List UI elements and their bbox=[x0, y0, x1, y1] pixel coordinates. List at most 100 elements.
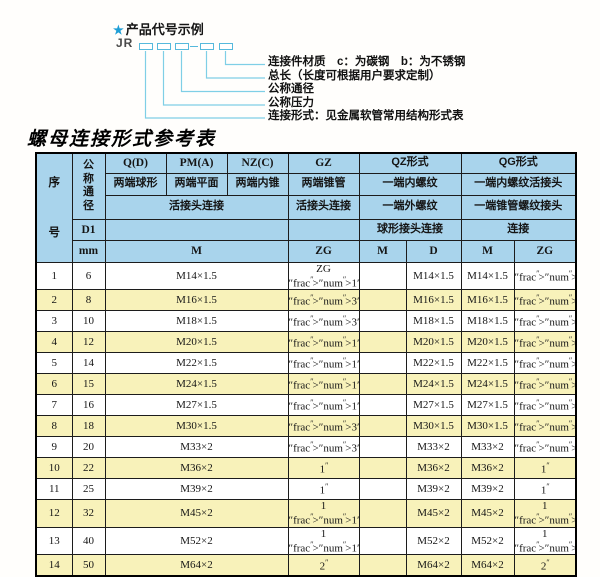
table-row: 11 25 M39×2 1″ M39×2 M39×2 1″ bbox=[35, 478, 577, 501]
header-row-1: 序号 公称通径 Q(D) PM(A) NZ(C) GZ QZ形式 QG形式 bbox=[35, 152, 577, 263]
cell-qz-m bbox=[358, 352, 407, 375]
star-icon: ★ bbox=[113, 23, 124, 37]
cell-seq: 9 bbox=[35, 436, 73, 459]
cell-qg-zg: 1″ bbox=[513, 478, 577, 501]
cell-dn-mm: 10 bbox=[71, 310, 106, 333]
cell-seq: 11 bbox=[35, 478, 73, 501]
cell-gz-zg: ″frac″>″num″>3″den″>8″ bbox=[287, 310, 360, 333]
table-row: 412M20×1.5″frac″>″num″>1″den″>2″M20×1.5M… bbox=[35, 331, 577, 354]
cell-m: M16×1.5 bbox=[104, 289, 289, 312]
cell-qz-m bbox=[358, 373, 407, 396]
table-row: 14 50 M64×2 2″ M64×2 M64×2 2″ bbox=[35, 554, 577, 577]
cell-qz-d: M18×1.5 bbox=[405, 310, 462, 333]
cell-qz-m bbox=[358, 415, 407, 438]
cell-qz-m bbox=[358, 478, 407, 501]
cell-qz-d: M52×2 bbox=[405, 526, 462, 556]
cell-seq: 10 bbox=[35, 457, 73, 480]
cell-qg-m: M45×2 bbox=[460, 499, 515, 528]
cell-qz-d: M36×2 bbox=[405, 457, 462, 480]
cell-m: M33×2 bbox=[104, 436, 289, 459]
header-seq: 序号 bbox=[35, 152, 73, 263]
cell-gz-zg: 1″ bbox=[287, 457, 360, 480]
cell-seq: 7 bbox=[35, 394, 73, 417]
cell-qz-d: M33×2 bbox=[405, 436, 462, 459]
cell-dn-mm: 16 bbox=[71, 394, 106, 417]
cell-seq: 4 bbox=[35, 331, 73, 354]
table-row: 920M33×2″frac″>″num″>3″den″>4″M33×2M33×2… bbox=[35, 436, 577, 459]
header-row-5: mm M ZG M D M ZG bbox=[36, 239, 577, 263]
header-col-q: Q(D) bbox=[104, 152, 167, 174]
cell-qz-m bbox=[358, 261, 407, 291]
cell-qz-d: M14×1.5 bbox=[405, 261, 462, 291]
code-dash bbox=[190, 46, 198, 47]
cell-qz-d: M45×2 bbox=[405, 499, 462, 528]
cell-seq: 13 bbox=[35, 526, 73, 556]
table-row: 514M22×1.5″frac″>″num″>1″den″>2″M22×1.5M… bbox=[35, 352, 577, 375]
legend-label-material: 连接件材质 c：为碳钢 b：为不锈钢 bbox=[268, 56, 466, 68]
header-pm-desc: 两端平面 bbox=[165, 172, 228, 196]
cell-qg-m: M24×1.5 bbox=[460, 373, 515, 396]
header-d1: D1 bbox=[71, 218, 106, 241]
cell-qg-m: M22×1.5 bbox=[460, 352, 515, 375]
cell-qz-m bbox=[358, 289, 407, 312]
cell-dn-mm: 14 bbox=[71, 352, 106, 375]
cell-qg-m: M30×1.5 bbox=[460, 415, 515, 438]
cell-qz-m bbox=[358, 394, 407, 417]
cell-qz-d: M24×1.5 bbox=[405, 373, 462, 396]
cell-qz-d: M20×1.5 bbox=[405, 331, 462, 354]
cell-qg-m: M18×1.5 bbox=[460, 310, 515, 333]
cell-dn-mm: 18 bbox=[71, 415, 106, 438]
cell-dn-mm: 12 bbox=[71, 331, 106, 354]
cell-qg-m: M27×1.5 bbox=[460, 394, 515, 417]
header-gz-desc: 两端锥管 bbox=[287, 172, 360, 196]
header-m-span: M bbox=[104, 239, 289, 263]
reference-table: 序号 公称通径 Q(D) PM(A) NZ(C) GZ QZ形式 QG形式 两端… bbox=[35, 152, 577, 577]
cell-qg-zg: ″frac″>″num″>1″den″>4″ bbox=[513, 261, 577, 291]
code-box-2 bbox=[157, 43, 171, 50]
cell-qz-m bbox=[358, 499, 407, 528]
cell-qg-zg: ″frac″>″num″>1″den″>2″ bbox=[513, 352, 577, 375]
cell-m: M30×1.5 bbox=[104, 415, 289, 438]
cell-qz-d: M27×1.5 bbox=[405, 394, 462, 417]
header-nz-desc: 两端内锥 bbox=[226, 172, 289, 196]
table-row: 310M18×1.5″frac″>″num″>3″den″>8″M18×1.5M… bbox=[35, 310, 577, 333]
diagram-title: ★ 产品代号示例 bbox=[113, 19, 204, 38]
cell-qz-m bbox=[358, 457, 407, 480]
cell-gz-zg: ″frac″>″num″>1″den″>2″ bbox=[287, 352, 360, 375]
code-box-4 bbox=[200, 43, 214, 50]
table-row: 10 22 M36×2 1″ M36×2 M36×2 1″ bbox=[35, 457, 577, 480]
header-qz-d: D bbox=[405, 239, 462, 263]
legend-label-form: 连接形式：见金属软管常用结构形式表 bbox=[268, 110, 464, 123]
cell-qg-zg: ″frac″>″num″>3″den″>4″ bbox=[513, 415, 577, 438]
cell-gz-zg: ″frac″>″num″>3″den″>4″ bbox=[287, 415, 360, 438]
cell-qz-m bbox=[358, 310, 407, 333]
cell-qg-zg: ″frac″>″num″>1″den″>2″ bbox=[513, 373, 577, 396]
cell-qg-m: M20×1.5 bbox=[460, 331, 515, 354]
table-row: 818M30×1.5″frac″>″num″>3″den″>4″M30×1.5M… bbox=[35, 415, 577, 438]
cell-m: M52×2 bbox=[104, 526, 289, 556]
cell-m: M27×1.5 bbox=[104, 394, 289, 417]
cell-seq: 2 bbox=[35, 289, 73, 312]
cell-dn-mm: 6 bbox=[71, 261, 106, 291]
header-col-qg: QG形式 bbox=[460, 152, 577, 174]
header-col-qz: QZ形式 bbox=[358, 152, 462, 174]
cell-m: M24×1.5 bbox=[104, 373, 289, 396]
cell-m: M22×1.5 bbox=[104, 352, 289, 375]
cell-gz-zg: ″frac″>″num″>1″den″>2″ bbox=[287, 331, 360, 354]
legend-label-length: 总长（长度可根据用户要求定制） bbox=[268, 69, 441, 82]
cell-seq: 12 bbox=[35, 499, 73, 528]
cell-dn-mm: 50 bbox=[71, 554, 106, 577]
cell-qz-m bbox=[358, 526, 407, 556]
cell-qg-m: M16×1.5 bbox=[460, 289, 515, 312]
cell-gz-zg: 2″ bbox=[287, 554, 360, 577]
cell-qg-zg: ″frac″>″num″>1″den″>2″ bbox=[513, 331, 577, 354]
diagram-title-text: 产品代号示例 bbox=[125, 22, 204, 37]
legend-connector-lines bbox=[144, 51, 265, 119]
header-row-3: 活接头连接 活接头连接 一端外螺纹 一端锥管螺纹接头 bbox=[36, 194, 577, 220]
cell-qz-m bbox=[358, 331, 407, 354]
cell-m: M14×1.5 bbox=[104, 261, 289, 291]
cell-qg-m: M52×2 bbox=[460, 526, 515, 556]
table-row: 615M24×1.5″frac″>″num″>1″den″>2″M24×1.5M… bbox=[35, 373, 577, 396]
header-col-gz: GZ bbox=[287, 152, 360, 174]
